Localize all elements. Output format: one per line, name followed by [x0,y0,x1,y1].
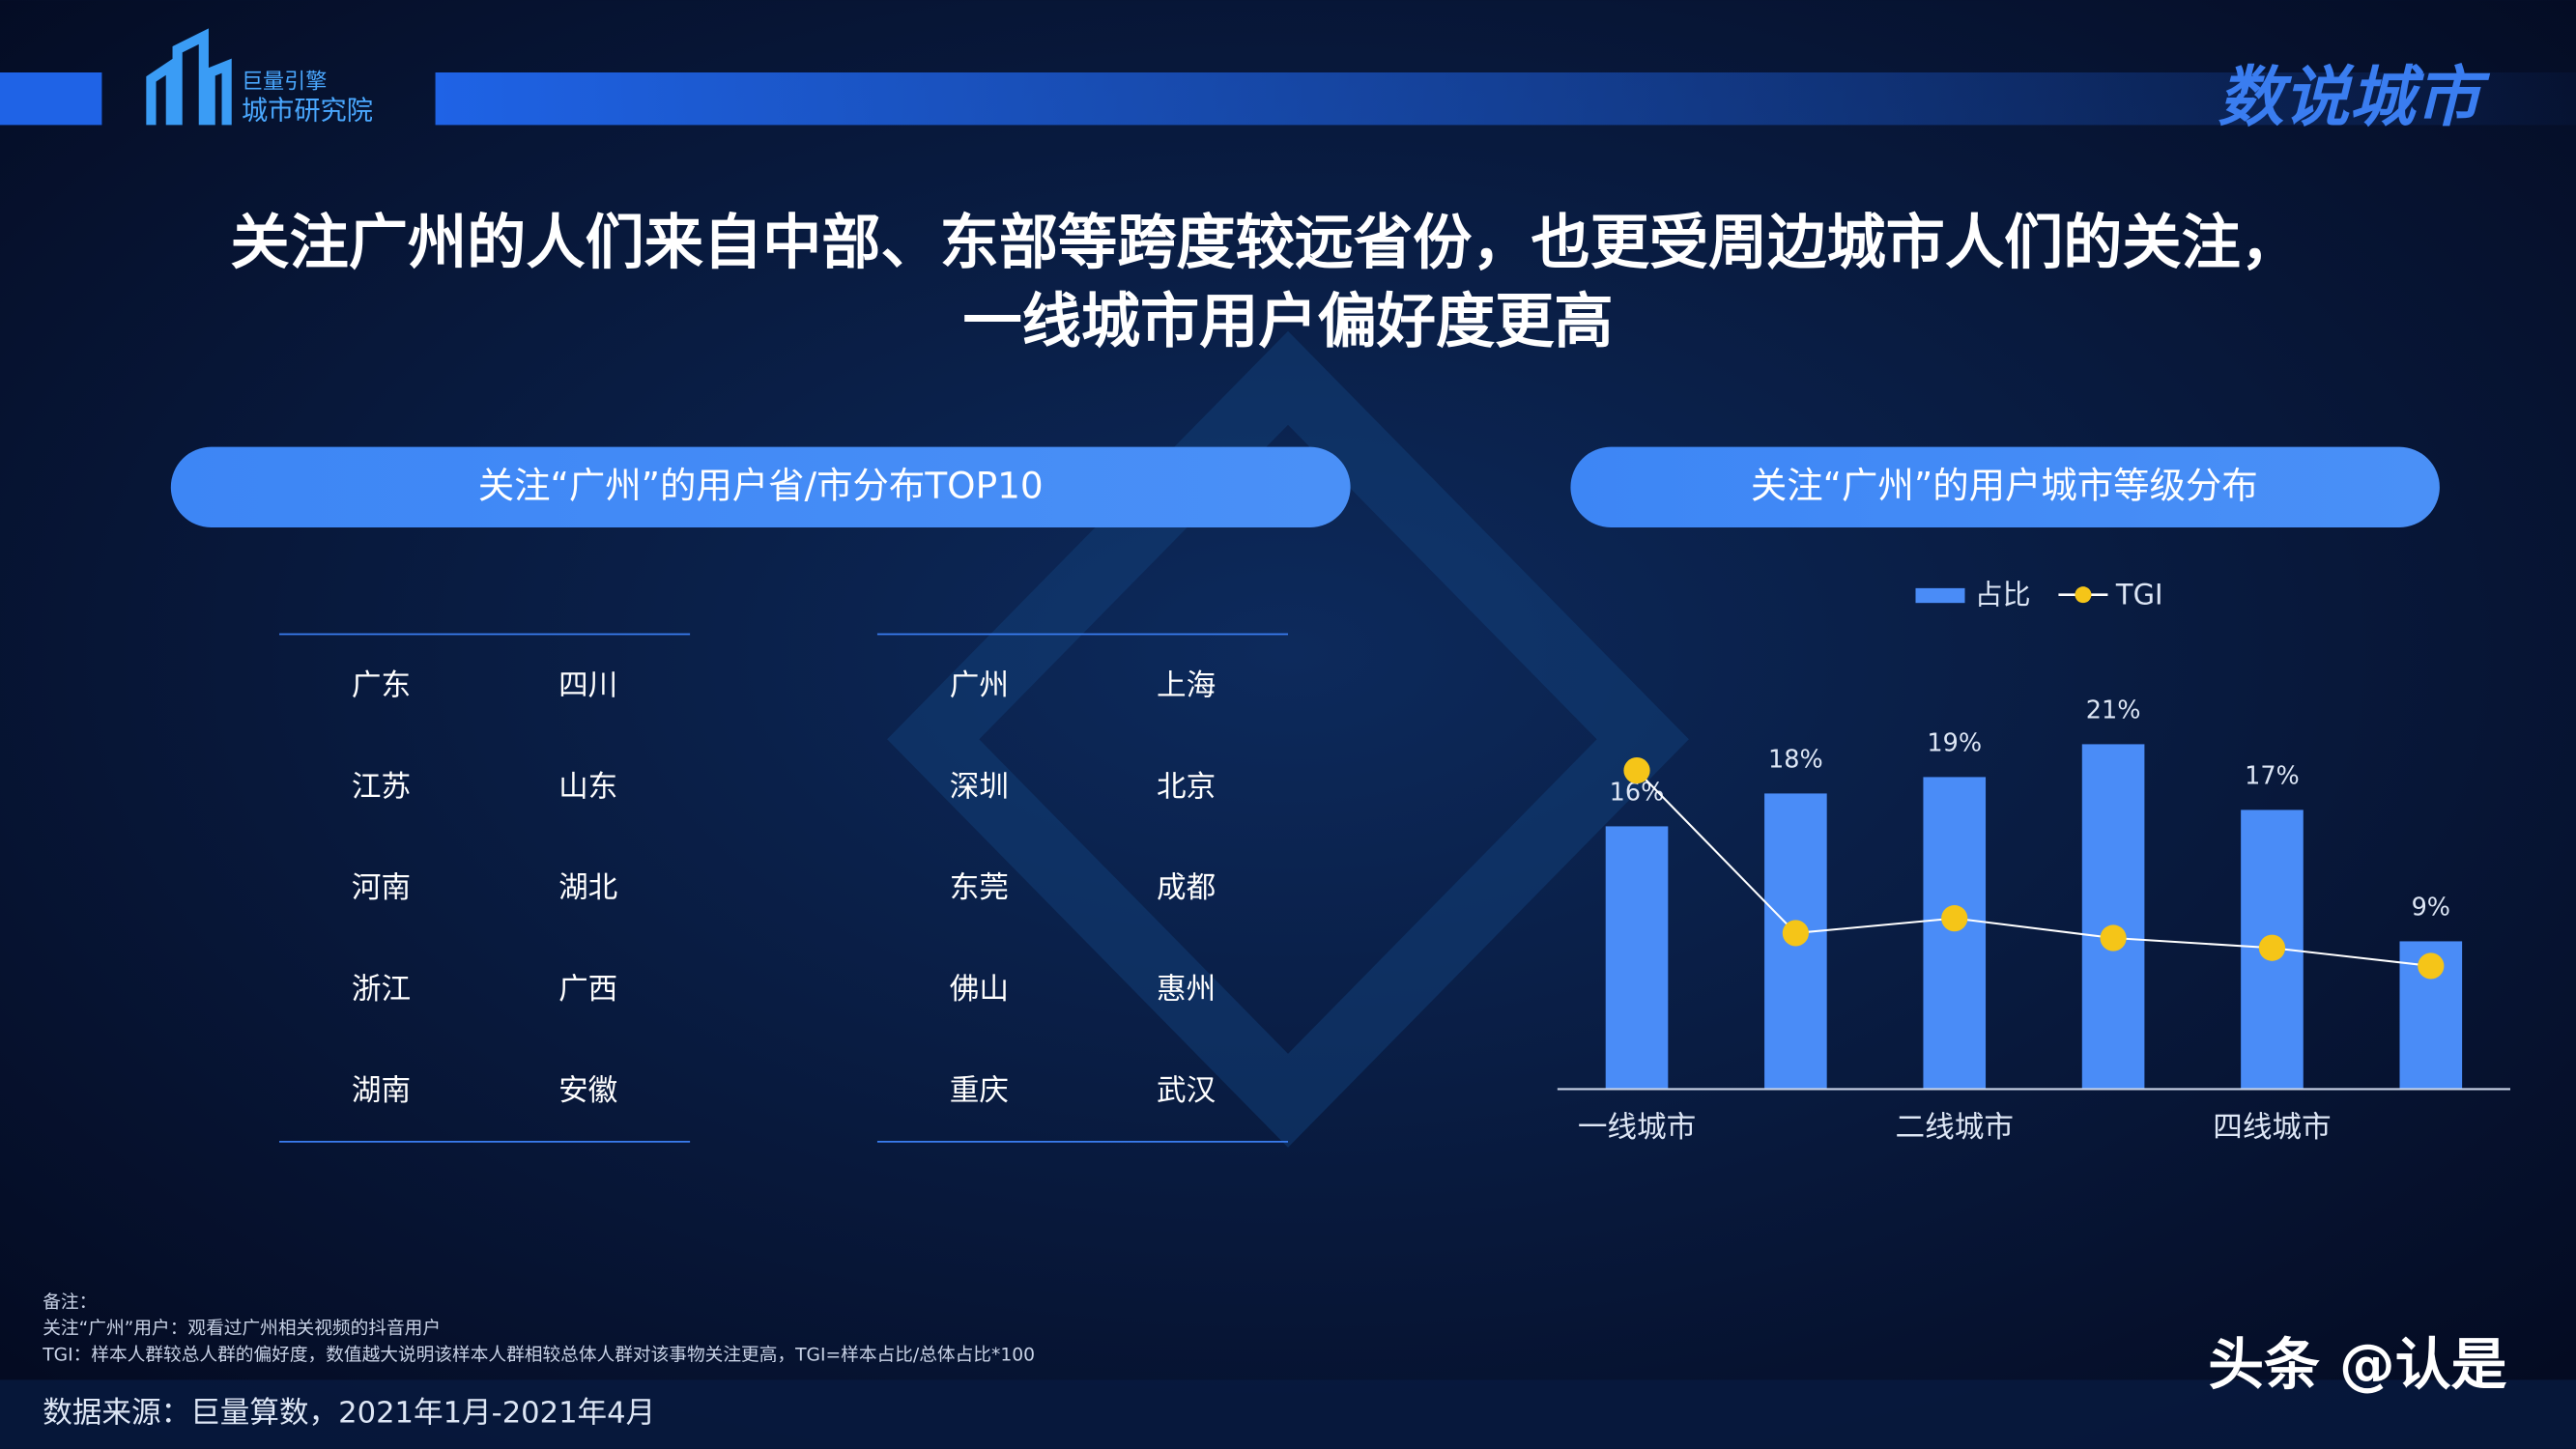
decor [887,330,1689,1148]
table-cell: 湖北 [558,871,617,905]
point [1941,905,1968,932]
table-cell: 东莞 [950,871,1009,905]
note: 备注： [43,1293,97,1313]
watermark: 头条 @认是 [2208,1332,2506,1398]
x-tick-label: 四线城市 [2213,1111,2331,1145]
table-cell: 重庆 [950,1074,1009,1108]
table-cell: 河南 [352,871,411,905]
legend-label: 占比 [1975,578,2031,611]
table-cell: 湖南 [352,1074,411,1108]
logo-icon [146,28,232,126]
title: 关注广州的人们来自中部、东部等跨度较远省份，也更受周边城市人们的关注， [230,209,2300,277]
table-cell: 深圳 [950,770,1009,804]
table-cell: 成都 [1157,871,1216,905]
table-cell: 上海 [1157,668,1216,702]
value-label: 19% [1927,728,1982,757]
table-cell: 广东 [352,668,411,702]
panel-heading-bg [170,446,1351,527]
value-label: 9% [2412,893,2450,922]
table-cell: 广西 [558,973,617,1007]
value-label: 18% [1768,745,1823,774]
bar [2081,744,2145,1090]
bar [1923,777,1987,1090]
table-cell: 佛山 [950,973,1009,1007]
table-cell: 广州 [950,668,1009,702]
value-label: 21% [2086,696,2141,724]
top-bar [0,71,102,126]
x-tick-label: 二线城市 [1896,1111,2014,1145]
legend-swatch [2075,586,2092,604]
note: 关注“广州”用户：观看过广州相关视频的抖音用户 [43,1319,441,1339]
point [2100,924,2127,952]
table-cell: 浙江 [352,973,411,1007]
panel-heading-bg [1570,446,2440,527]
point [1623,757,1650,784]
source: 数据来源：巨量算数，2021年1月-2021年4月 [43,1397,655,1431]
legend-swatch [1915,587,1965,604]
logo-text: 巨量引擎 [242,70,327,95]
value-label: 17% [2245,761,2300,790]
panel-heading: 关注“广州”的用户城市等级分布 [1751,465,2258,507]
x-tick-label: 一线城市 [1578,1111,1696,1145]
panel-heading: 关注“广州”的用户省/市分布TOP10 [478,465,1044,507]
bar [1605,826,1669,1090]
brand: 数说城市 [2218,60,2490,136]
table-cell: 惠州 [1157,973,1216,1007]
point [2418,952,2445,980]
table-cell: 安徽 [558,1074,617,1108]
legend-label: TGI [2115,578,2163,611]
table-cell: 江苏 [352,770,411,804]
table-cell: 北京 [1157,770,1216,804]
footer-bg [0,1379,2576,1449]
table-cell: 四川 [558,668,617,702]
note: TGI：样本人群较总人群的偏好度，数值越大说明该样本人群相较总体人群对该事物关注… [42,1345,1035,1365]
top-bar [435,71,2576,126]
table-cell: 武汉 [1157,1074,1216,1108]
logo-text: 城市研究院 [242,96,373,126]
title: 一线城市用户偏好度更高 [962,287,1613,355]
point [2258,934,2286,961]
table-cell: 山东 [558,770,617,804]
line [1636,769,2431,967]
point [1782,920,1809,947]
